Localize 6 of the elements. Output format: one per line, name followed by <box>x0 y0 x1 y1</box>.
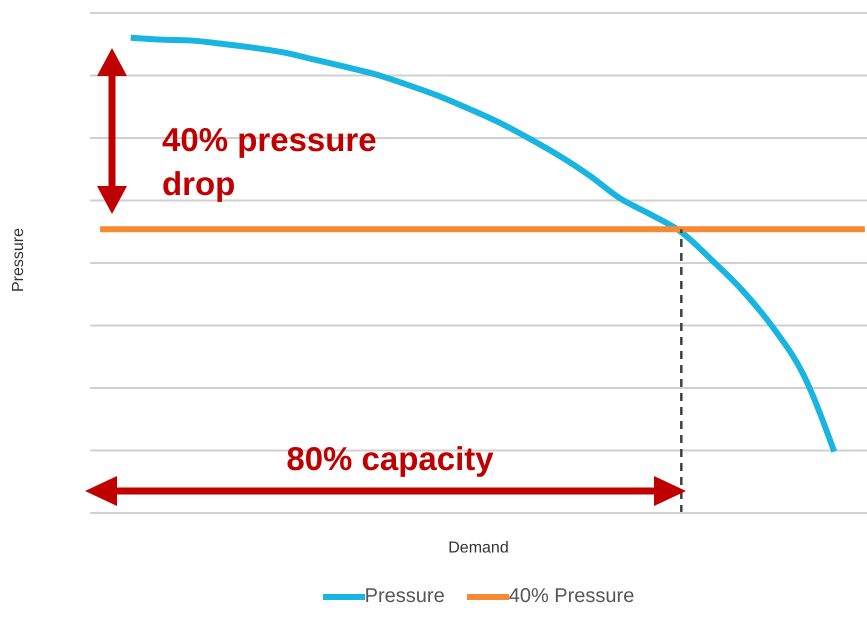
x-axis-title: Demand <box>448 539 509 556</box>
annotation: 80% capacity <box>285 440 495 478</box>
legend-label: Pressure <box>364 585 445 608</box>
annotation: 40% pressure drop <box>162 120 378 204</box>
y-axis-title: Pressure <box>10 228 28 292</box>
legend-label: 40% Pressure <box>508 585 634 608</box>
